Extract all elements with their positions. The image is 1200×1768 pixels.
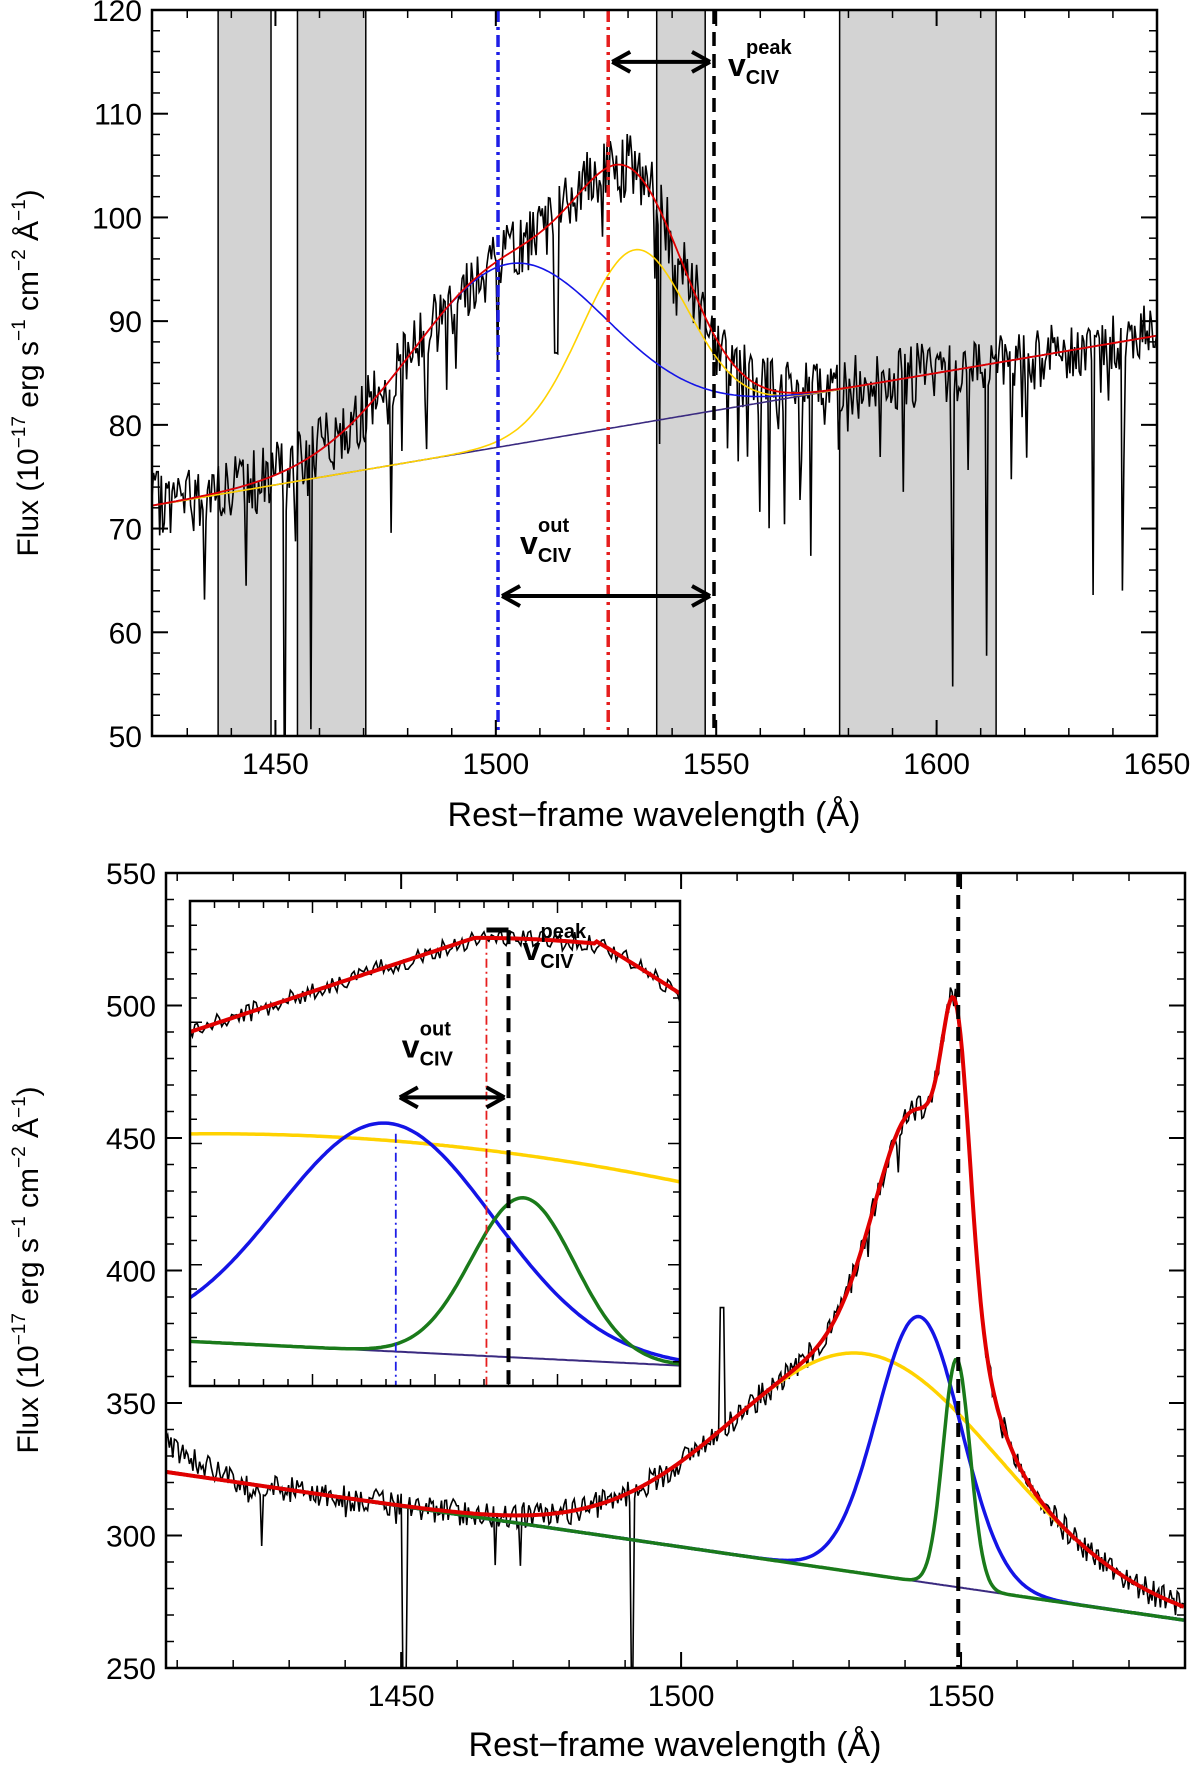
velocity-label: vCIV: [523, 931, 575, 973]
velocity-subscript: CIV: [420, 1048, 454, 1070]
y-tick-label: 350: [106, 1388, 156, 1421]
bottom-ticks: 1450 1500 1550 250 300 350 400 450 500 550: [106, 858, 1186, 1713]
x-tick-label: 1650: [1124, 748, 1191, 781]
x-tick-label: 1600: [903, 748, 970, 781]
y-label-part: Å: [12, 221, 45, 249]
total-fit: [166, 995, 1185, 1609]
inset-yellow-component: [190, 1132, 680, 1184]
y-tick-label: 250: [106, 1653, 156, 1686]
velocity-symbol: v: [402, 1028, 420, 1064]
y-label-part: ): [12, 1086, 45, 1096]
y-tick-label: 450: [106, 1123, 156, 1156]
yellow-component: [166, 1351, 1185, 1609]
y-label-part: −1: [9, 1216, 30, 1238]
top-y-axis-label: Flux (10−17 erg s−1 cm−2 Å−1): [9, 189, 45, 556]
velocity-subscript: CIV: [538, 545, 572, 567]
bottom-curves: [166, 987, 1185, 1668]
y-label-part: Flux (10: [12, 448, 45, 556]
y-label-part: −17: [9, 416, 30, 448]
y-label-part: −2: [9, 249, 30, 271]
y-label-part: −1: [9, 319, 30, 341]
x-tick-label: 1550: [683, 748, 750, 781]
velocity-superscript: peak: [541, 921, 587, 943]
top-ticks: 1450 1500 1550 1600 1650 50 60 70 80 90 100 110 120: [92, 0, 1190, 781]
velocity-arrow-head-left: [501, 584, 521, 608]
y-tick-label: 500: [106, 991, 156, 1024]
inset-green-component: [190, 1196, 680, 1366]
x-tick-label: 1550: [928, 1680, 995, 1713]
y-label-part: erg s: [12, 1238, 45, 1313]
velocity-superscript: out: [420, 1018, 451, 1040]
x-tick-label: 1500: [648, 1680, 715, 1713]
masked-region: [655, 9, 706, 737]
y-label-part: cm: [12, 271, 45, 319]
bottom-y-axis-label: Flux (10−17 erg s−1 cm−2 Å−1): [9, 1086, 45, 1453]
y-label-part: cm: [12, 1168, 45, 1216]
velocity-arrow-head-left: [398, 1085, 419, 1110]
velocity-label: vCIV: [520, 525, 572, 567]
y-tick-label: 110: [94, 99, 142, 132]
y-tick-label: 120: [92, 0, 142, 28]
y-tick-label: 100: [92, 202, 142, 235]
velocity-label: vCIV: [402, 1028, 454, 1070]
velocity-symbol: v: [520, 525, 538, 561]
velocity-arrow-head-right: [485, 1085, 506, 1110]
top-panel: 1450 1500 1550 1600 16505060708090100110120 …: [9, 0, 1190, 834]
inset-markers: [394, 930, 511, 1386]
velocity-superscript: out: [538, 515, 569, 537]
y-tick-label: 550: [106, 858, 156, 891]
inset-ticks: [189, 900, 681, 1387]
y-tick-label: 60: [109, 617, 142, 650]
masked-region: [217, 9, 272, 737]
y-label-part: Å: [12, 1118, 45, 1146]
y-tick-label: 300: [106, 1521, 156, 1554]
top-curves: [152, 133, 1157, 736]
masked-region: [296, 9, 367, 737]
top-markers: [496, 10, 716, 736]
y-label-part: −1: [9, 1096, 30, 1118]
y-label-part: −17: [9, 1313, 30, 1345]
y-tick-label: 90: [109, 306, 142, 339]
top-x-axis-label: Rest−frame wavelength (Å): [448, 796, 861, 834]
y-label-part: −2: [9, 1146, 30, 1168]
velocity-arrow-head-right: [691, 50, 711, 74]
velocity-arrow-head-right: [691, 584, 711, 608]
total-fit: [152, 163, 1157, 507]
y-tick-label: 50: [109, 721, 142, 754]
y-label-part: ): [12, 189, 45, 199]
y-label-part: −1: [9, 199, 30, 221]
observed-spectrum: [166, 987, 1185, 1668]
inset-blue-component: [190, 1121, 680, 1362]
velocity-symbol: v: [728, 47, 746, 83]
bottom-x-axis-label: Rest−frame wavelength (Å): [469, 1726, 882, 1764]
velocity-subscript: CIV: [746, 67, 780, 89]
velocity-subscript: CIV: [540, 951, 574, 973]
velocity-arrow-head-left: [611, 50, 632, 74]
observed-spectrum: [152, 133, 1157, 736]
y-tick-label: 400: [106, 1256, 156, 1289]
y-tick-label: 70: [109, 514, 142, 547]
inset-curves: [190, 929, 680, 1367]
bottom-panel: 1450 1500 1550 250 300 350 400 450 500 550 Rest−f…: [9, 858, 1187, 1764]
y-label-part: erg s: [12, 341, 45, 416]
x-tick-label: 1450: [368, 1680, 435, 1713]
x-tick-label: 1500: [462, 748, 529, 781]
velocity-superscript: peak: [746, 37, 792, 59]
y-label-part: Flux (10: [12, 1345, 45, 1453]
top-plot-frame: [150, 8, 1159, 738]
y-tick-label: 80: [109, 410, 142, 443]
x-tick-label: 1450: [242, 748, 309, 781]
velocity-symbol: v: [523, 931, 541, 967]
velocity-label: vCIV: [728, 47, 780, 89]
inset-total-fit: [190, 935, 680, 1034]
